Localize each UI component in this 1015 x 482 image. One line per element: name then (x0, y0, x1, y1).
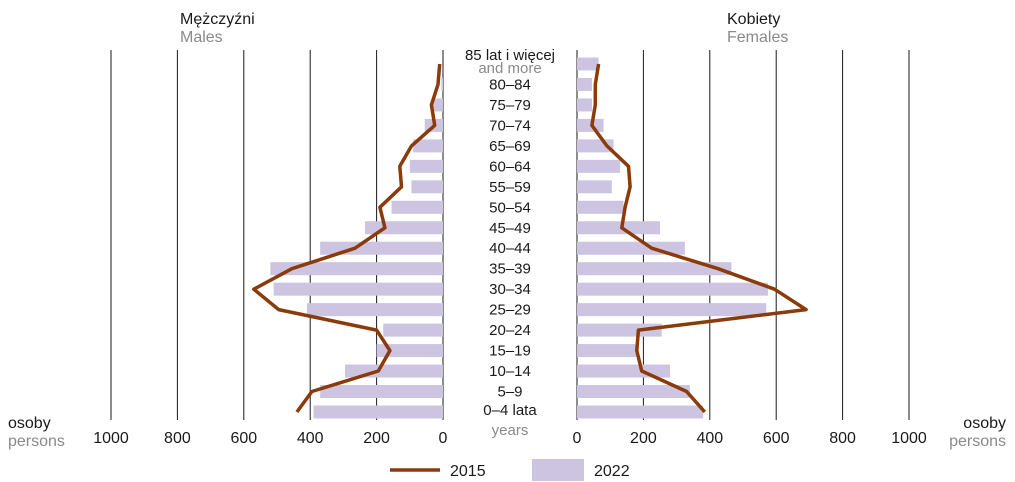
bar-females-2022 (577, 77, 592, 91)
bar-females-2022 (577, 57, 599, 71)
bar-males-2022 (391, 200, 443, 214)
line-males-2015 (252, 63, 442, 414)
age-group-label: 10–14 (489, 363, 531, 380)
bar-females-2022 (577, 200, 624, 214)
gridlines (110, 50, 910, 420)
legend-swatch-2022 (532, 459, 584, 481)
right-panel-title: Kobiety (727, 11, 780, 28)
bar-females-2022 (577, 405, 704, 419)
bar-males-2022 (306, 303, 443, 317)
age-group-label: 20–24 (489, 322, 531, 339)
age-group-label: 85 lat i więcej (465, 47, 555, 64)
line-females-2015 (590, 63, 808, 414)
lines-2015 (252, 63, 808, 414)
age-group-label: 80–84 (489, 76, 531, 93)
left-panel-title-en: Males (180, 29, 223, 46)
tick-label-left: 1000 (93, 430, 129, 447)
bar-females-2022 (577, 159, 621, 173)
bar-males-2022 (433, 98, 443, 112)
tick-label-left: 600 (230, 430, 257, 447)
left-panel-title: Mężczyźni (180, 11, 255, 28)
age-group-label: 25–29 (489, 302, 531, 319)
tick-label-left: 400 (297, 430, 324, 447)
tick-label-right: 1000 (891, 430, 927, 447)
bar-males-2022 (413, 139, 443, 153)
legend-label-2015: 2015 (450, 463, 486, 480)
age-group-label: 30–34 (489, 281, 531, 298)
age-group-label: 65–69 (489, 138, 531, 155)
age-group-label: 35–39 (489, 261, 531, 278)
age-group-label: 45–49 (489, 220, 531, 237)
bar-males-2022 (320, 241, 443, 255)
bar-females-2022 (577, 385, 690, 399)
legend-label-2022: 2022 (594, 463, 630, 480)
tick-label-right: 400 (696, 430, 723, 447)
bar-females-2022 (577, 303, 767, 317)
bar-females-2022 (577, 282, 768, 296)
bar-females-2022 (577, 180, 612, 194)
tick-label-right: 0 (573, 430, 582, 447)
age-group-label: 0–4 lata (483, 402, 537, 419)
age-group-label: 50–54 (489, 199, 531, 216)
bar-males-2022 (320, 385, 443, 399)
bar-males-2022 (313, 405, 443, 419)
age-group-label: 70–74 (489, 117, 531, 134)
right-axis-unit: osoby (963, 415, 1006, 432)
tick-label-right: 200 (630, 430, 657, 447)
bar-females-2022 (577, 364, 670, 378)
age-group-label: 55–59 (489, 179, 531, 196)
age-group-label: 15–19 (489, 343, 531, 360)
right-panel-title-en: Females (727, 29, 788, 46)
bar-males-2022 (270, 262, 443, 276)
tick-label-left: 800 (164, 430, 191, 447)
left-axis-unit-en: persons (8, 433, 65, 450)
bar-males-2022 (411, 180, 443, 194)
bar-males-2022 (441, 77, 443, 91)
bar-females-2022 (577, 221, 660, 235)
age-group-label: 60–64 (489, 158, 531, 175)
tick-label-right: 800 (829, 430, 856, 447)
age-group-label-en: and more (478, 60, 541, 77)
left-axis-unit: osoby (8, 415, 51, 432)
bar-females-2022 (577, 344, 639, 358)
tick-label-right: 600 (763, 430, 790, 447)
bar-females-2022 (577, 262, 732, 276)
tick-label-left: 0 (439, 430, 448, 447)
tick-label-left: 200 (363, 430, 390, 447)
right-axis-unit-en: persons (949, 433, 1006, 450)
age-group-label: 75–79 (489, 97, 531, 114)
bar-males-2022 (409, 159, 443, 173)
bar-males-2022 (376, 344, 443, 358)
bar-males-2022 (273, 282, 443, 296)
age-group-label: 40–44 (489, 240, 531, 257)
bar-females-2022 (577, 98, 592, 112)
age-group-label-en: years (492, 422, 529, 439)
axis-tick-labels: 0 0 200 200 400 400 600 600 800 800 1000 1000 (93, 430, 927, 447)
bars-2022 (270, 57, 768, 419)
legend: 2015 2022 (390, 459, 630, 481)
bar-males-2022 (383, 323, 443, 337)
bar-females-2022 (577, 323, 662, 337)
age-group-label: 5–9 (497, 384, 522, 401)
